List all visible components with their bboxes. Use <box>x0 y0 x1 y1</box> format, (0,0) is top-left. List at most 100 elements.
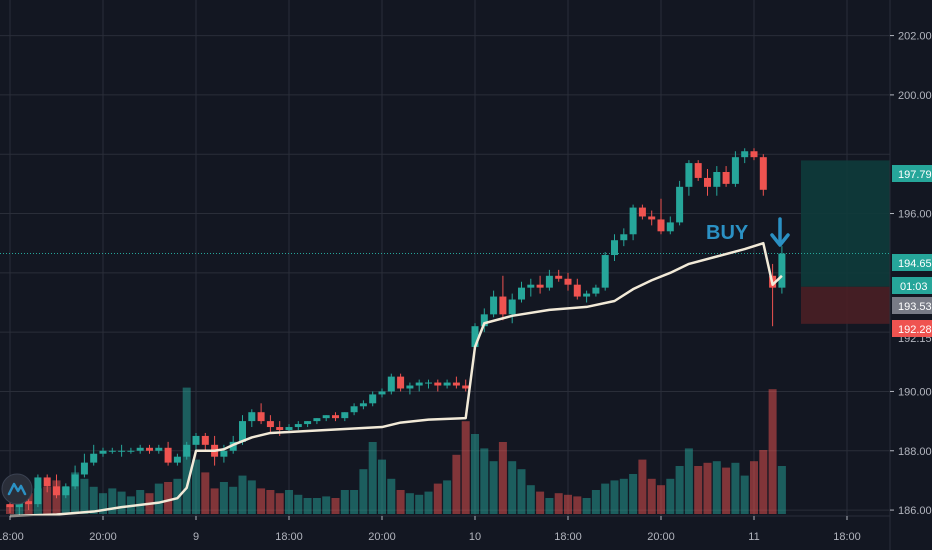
candle[interactable] <box>341 412 349 422</box>
candle[interactable] <box>573 278 581 300</box>
candle[interactable] <box>257 403 265 425</box>
candle[interactable] <box>666 216 674 235</box>
candle[interactable] <box>359 400 367 410</box>
candle[interactable] <box>704 169 711 196</box>
tradingview-logo-icon[interactable] <box>1 473 33 505</box>
target-zone[interactable] <box>801 160 890 287</box>
candle-body <box>155 447 163 451</box>
candle[interactable] <box>90 444 98 466</box>
candle[interactable] <box>518 281 525 303</box>
candle[interactable] <box>406 382 414 395</box>
candle[interactable] <box>722 166 730 187</box>
price-axis[interactable]: 202.00 200.00 196.00 190.00 188.00 186.00 <box>889 0 932 550</box>
candle[interactable] <box>629 204 637 241</box>
candle[interactable] <box>620 228 628 247</box>
candle[interactable] <box>601 252 609 291</box>
candle[interactable] <box>313 418 321 425</box>
candle[interactable] <box>750 148 758 161</box>
candlesticks[interactable] <box>6 148 786 516</box>
candle[interactable] <box>322 415 330 422</box>
candle[interactable] <box>164 441 172 466</box>
candle[interactable] <box>685 160 693 196</box>
candle[interactable] <box>741 148 749 164</box>
candle[interactable] <box>248 409 256 428</box>
candle[interactable] <box>71 465 79 490</box>
candle[interactable] <box>118 444 126 457</box>
candle[interactable] <box>527 278 535 297</box>
candle-body <box>90 453 98 463</box>
candle[interactable] <box>499 275 507 321</box>
candle-body <box>713 172 721 187</box>
candle[interactable] <box>508 293 516 324</box>
candle[interactable] <box>657 198 665 235</box>
candle[interactable] <box>648 210 656 226</box>
candle[interactable] <box>583 290 591 303</box>
candle[interactable] <box>99 447 107 457</box>
candle[interactable] <box>387 373 395 395</box>
volume-bar <box>657 485 665 514</box>
candle-body <box>443 382 451 386</box>
candle[interactable] <box>434 379 442 392</box>
candle[interactable] <box>127 447 135 454</box>
candle[interactable] <box>108 447 116 454</box>
candle[interactable] <box>34 474 42 508</box>
candle[interactable] <box>462 379 470 392</box>
candle-body <box>434 382 442 386</box>
candle[interactable] <box>536 275 544 294</box>
candle[interactable] <box>350 403 358 416</box>
candle-body <box>62 486 70 496</box>
candle[interactable] <box>332 412 339 422</box>
candle[interactable] <box>53 474 60 499</box>
candle[interactable] <box>443 379 451 389</box>
candle[interactable] <box>452 376 460 389</box>
candle[interactable] <box>490 290 498 318</box>
time-axis[interactable]: 18:00 20:00 9 18:00 20:00 10 18:00 20:00 11 18:00 <box>0 515 890 543</box>
candle[interactable] <box>731 151 739 187</box>
price-tags: 192.15 197.79 194.65 01:03 193.53 192.28 <box>892 165 932 345</box>
volume-bar <box>508 461 517 514</box>
volume-bar <box>601 483 610 514</box>
candle[interactable] <box>304 421 312 428</box>
candle[interactable] <box>564 272 572 291</box>
candle[interactable] <box>638 204 646 220</box>
candle[interactable] <box>173 453 181 466</box>
time-tick-label: 20:00 <box>647 531 675 543</box>
candle[interactable] <box>759 154 767 196</box>
candle-body <box>555 275 563 279</box>
volume-bar <box>117 491 126 514</box>
candle[interactable] <box>294 421 302 430</box>
stop-zone[interactable] <box>801 286 890 324</box>
candle[interactable] <box>220 444 228 463</box>
price-tick-label: 188.00 <box>898 446 932 458</box>
candle[interactable] <box>592 284 600 297</box>
candle[interactable] <box>555 269 563 282</box>
candle[interactable] <box>545 269 553 291</box>
candle[interactable] <box>136 444 144 454</box>
candle[interactable] <box>183 441 191 460</box>
candle[interactable] <box>266 415 274 433</box>
candle[interactable] <box>694 160 702 181</box>
candle[interactable] <box>415 379 423 392</box>
candle[interactable] <box>480 308 488 333</box>
candle[interactable] <box>713 166 721 196</box>
candle-body <box>71 474 79 487</box>
candle[interactable] <box>155 444 163 454</box>
current-price-tag: 194.65 <box>892 254 932 271</box>
candle[interactable] <box>425 379 432 389</box>
volume-bar <box>303 498 312 514</box>
countdown-tag: 01:03 <box>892 277 932 294</box>
candle[interactable] <box>146 444 153 454</box>
candle[interactable] <box>778 246 786 294</box>
candle[interactable] <box>676 180 684 226</box>
candle[interactable] <box>80 453 88 478</box>
candle[interactable] <box>378 388 386 398</box>
candle[interactable] <box>43 474 51 493</box>
candle[interactable] <box>397 373 405 392</box>
candle[interactable] <box>62 483 70 499</box>
candle[interactable] <box>611 234 618 261</box>
candle[interactable] <box>201 432 209 451</box>
candle[interactable] <box>369 391 377 407</box>
volume-bar <box>582 498 591 514</box>
